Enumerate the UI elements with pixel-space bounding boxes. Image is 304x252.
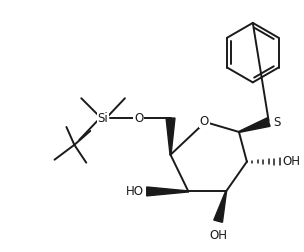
Polygon shape	[147, 187, 188, 196]
Text: Si: Si	[98, 112, 109, 124]
Text: HO: HO	[126, 185, 144, 198]
Text: O: O	[134, 112, 143, 124]
Polygon shape	[214, 191, 226, 222]
Polygon shape	[166, 118, 175, 155]
Text: OH: OH	[209, 229, 227, 242]
Text: OH: OH	[282, 155, 301, 168]
Text: S: S	[274, 115, 281, 129]
Text: O: O	[200, 115, 209, 128]
Polygon shape	[239, 118, 270, 132]
